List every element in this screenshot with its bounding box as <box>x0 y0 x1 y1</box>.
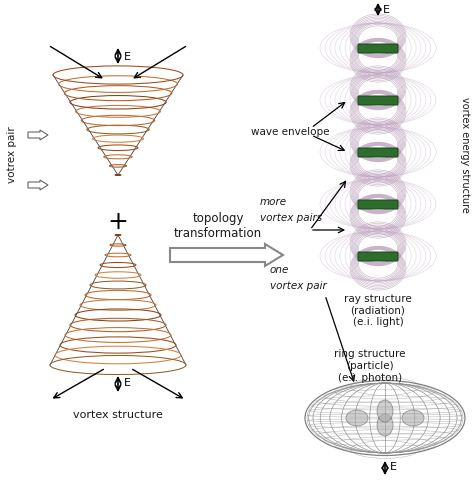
Ellipse shape <box>346 410 368 426</box>
FancyBboxPatch shape <box>358 96 398 105</box>
Text: E: E <box>383 5 390 15</box>
FancyArrow shape <box>28 180 48 190</box>
Text: one: one <box>270 265 289 275</box>
Ellipse shape <box>377 400 393 422</box>
FancyArrow shape <box>170 244 283 266</box>
FancyBboxPatch shape <box>358 44 398 53</box>
Text: vortex energy structure: vortex energy structure <box>460 97 470 213</box>
Text: E: E <box>390 462 397 472</box>
FancyBboxPatch shape <box>358 200 398 209</box>
Text: more: more <box>260 197 287 207</box>
FancyBboxPatch shape <box>358 252 398 261</box>
Text: vortex structure: vortex structure <box>73 410 163 420</box>
Text: E: E <box>124 52 131 62</box>
Text: transformation: transformation <box>174 227 262 240</box>
Text: ray structure
(radiation)
(e.i. light): ray structure (radiation) (e.i. light) <box>344 294 412 327</box>
Text: vortex pair: vortex pair <box>270 281 327 291</box>
Text: +: + <box>108 210 128 234</box>
Ellipse shape <box>377 414 393 436</box>
Text: wave envelope: wave envelope <box>251 127 329 137</box>
Text: ring structure
(particle)
(e.i. photon): ring structure (particle) (e.i. photon) <box>334 349 406 383</box>
Text: votrex pair: votrex pair <box>7 127 17 183</box>
Text: E: E <box>124 378 131 388</box>
Ellipse shape <box>402 410 424 426</box>
FancyArrow shape <box>28 130 48 140</box>
FancyBboxPatch shape <box>358 148 398 157</box>
Text: vortex pairs: vortex pairs <box>260 213 322 223</box>
Text: topology: topology <box>192 212 244 225</box>
